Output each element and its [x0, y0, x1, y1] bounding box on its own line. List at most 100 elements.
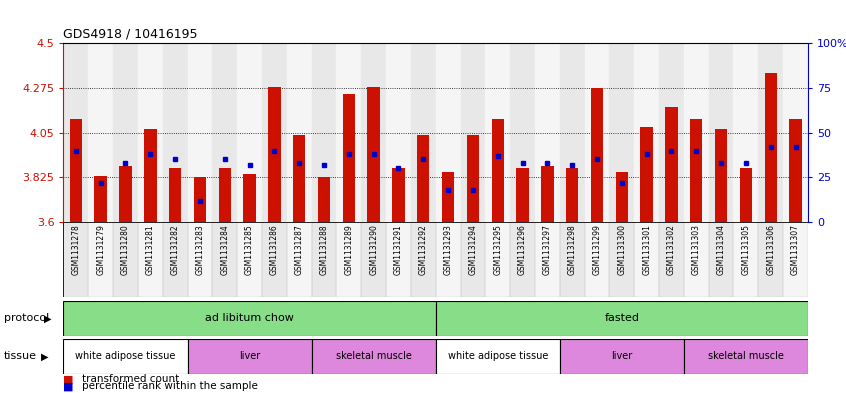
Bar — [212, 222, 237, 297]
Bar — [486, 43, 510, 222]
Bar — [709, 43, 733, 222]
Bar — [361, 222, 386, 297]
Bar — [88, 43, 113, 222]
Bar — [609, 222, 634, 297]
Text: GSM1131294: GSM1131294 — [469, 224, 477, 275]
Text: GSM1131301: GSM1131301 — [642, 224, 651, 275]
Text: percentile rank within the sample: percentile rank within the sample — [82, 382, 258, 391]
Text: GSM1131280: GSM1131280 — [121, 224, 130, 275]
Bar — [436, 301, 808, 336]
Bar — [715, 129, 728, 222]
Text: GSM1131299: GSM1131299 — [592, 224, 602, 275]
Bar — [492, 119, 504, 222]
Bar — [436, 222, 460, 297]
Text: ■: ■ — [63, 382, 74, 391]
Bar — [709, 222, 733, 297]
Bar — [311, 222, 337, 297]
Bar — [640, 127, 653, 222]
Bar — [783, 222, 808, 297]
Bar — [63, 301, 436, 336]
Bar — [684, 43, 709, 222]
Bar — [585, 222, 609, 297]
Text: GSM1131289: GSM1131289 — [344, 224, 354, 275]
Bar — [88, 222, 113, 297]
Bar — [287, 222, 311, 297]
Bar — [411, 43, 436, 222]
Bar — [393, 168, 404, 222]
Bar — [758, 222, 783, 297]
Text: GSM1131292: GSM1131292 — [419, 224, 428, 275]
Bar — [585, 43, 609, 222]
Bar — [739, 168, 752, 222]
Bar — [442, 173, 454, 222]
Text: GSM1131307: GSM1131307 — [791, 224, 800, 275]
Bar — [386, 43, 411, 222]
Bar — [212, 222, 237, 297]
Bar — [516, 168, 529, 222]
Bar — [460, 43, 486, 222]
Text: GSM1131295: GSM1131295 — [493, 224, 503, 275]
Bar — [386, 222, 411, 297]
Bar — [609, 43, 634, 222]
Bar — [244, 174, 255, 222]
Bar — [634, 43, 659, 222]
Bar — [560, 222, 585, 297]
Bar — [218, 168, 231, 222]
Bar — [194, 177, 206, 222]
Text: GSM1131298: GSM1131298 — [568, 224, 577, 275]
Text: ▶: ▶ — [41, 351, 48, 362]
Bar — [237, 222, 262, 297]
Bar — [783, 222, 808, 297]
Bar — [541, 166, 553, 222]
Text: GSM1131293: GSM1131293 — [443, 224, 453, 275]
Text: GDS4918 / 10416195: GDS4918 / 10416195 — [63, 28, 198, 40]
Text: white adipose tissue: white adipose tissue — [75, 351, 176, 362]
Bar — [560, 339, 684, 374]
Text: GSM1131296: GSM1131296 — [518, 224, 527, 275]
Bar — [486, 222, 510, 297]
Bar — [566, 168, 579, 222]
Bar — [436, 339, 560, 374]
Bar — [411, 222, 436, 297]
Bar — [486, 222, 510, 297]
Bar — [113, 222, 138, 297]
Bar — [88, 222, 113, 297]
Bar — [591, 88, 603, 222]
Bar — [684, 339, 808, 374]
Bar — [709, 222, 733, 297]
Bar — [616, 173, 628, 222]
Bar — [733, 222, 758, 297]
Bar — [212, 43, 237, 222]
Bar — [162, 43, 188, 222]
Bar — [262, 222, 287, 297]
Bar — [287, 222, 311, 297]
Text: tissue: tissue — [4, 351, 37, 362]
Bar — [318, 177, 330, 222]
Text: fasted: fasted — [604, 313, 640, 323]
Bar — [684, 222, 709, 297]
Text: GSM1131284: GSM1131284 — [220, 224, 229, 275]
Bar — [63, 222, 88, 297]
Text: skeletal muscle: skeletal muscle — [336, 351, 412, 362]
Text: GSM1131278: GSM1131278 — [71, 224, 80, 275]
Bar — [417, 135, 430, 222]
Bar — [560, 222, 585, 297]
Bar — [113, 43, 138, 222]
Bar — [361, 222, 386, 297]
Bar — [535, 222, 560, 297]
Text: liver: liver — [239, 351, 261, 362]
Bar — [510, 222, 535, 297]
Text: liver: liver — [611, 351, 633, 362]
Bar — [386, 222, 411, 297]
Bar — [188, 339, 311, 374]
Bar — [188, 43, 212, 222]
Bar — [665, 107, 678, 222]
Bar — [144, 129, 157, 222]
Bar — [436, 222, 460, 297]
Bar — [535, 222, 560, 297]
Bar — [460, 222, 486, 297]
Text: protocol: protocol — [4, 313, 49, 323]
Bar — [188, 222, 212, 297]
Bar — [783, 43, 808, 222]
Text: GSM1131281: GSM1131281 — [146, 224, 155, 275]
